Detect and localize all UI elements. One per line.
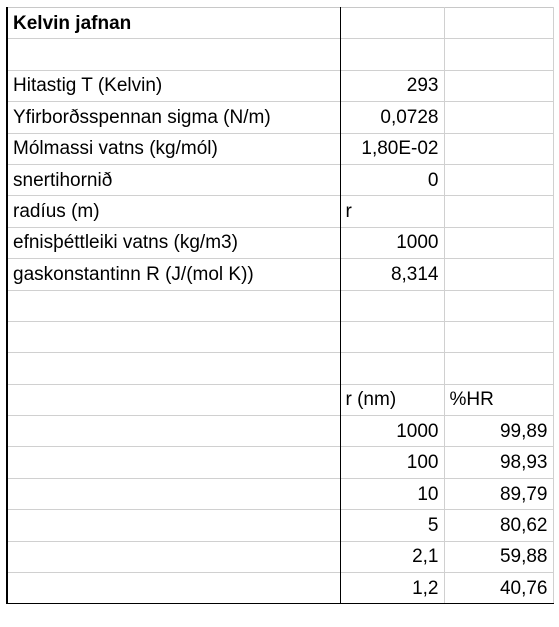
cell[interactable] bbox=[340, 6, 445, 39]
cell[interactable] bbox=[444, 163, 554, 196]
cell[interactable] bbox=[444, 6, 554, 39]
parameter-row-density: efnisþéttleiki vatns (kg/m3) 1000 bbox=[6, 226, 554, 259]
results-header-r[interactable]: r (nm) bbox=[340, 383, 445, 416]
spreadsheet: Kelvin jafnan Hitastig T (Kelvin) 293 Yf… bbox=[6, 6, 554, 618]
empty-row bbox=[6, 289, 554, 322]
cell[interactable] bbox=[340, 352, 445, 385]
sheet-title[interactable]: Kelvin jafnan bbox=[6, 6, 341, 39]
cell[interactable] bbox=[444, 258, 554, 291]
cell[interactable] bbox=[6, 572, 341, 605]
cell[interactable] bbox=[444, 320, 554, 353]
empty-row bbox=[6, 352, 554, 385]
cell[interactable] bbox=[340, 38, 445, 71]
cell[interactable] bbox=[444, 69, 554, 102]
parameter-value[interactable]: 293 bbox=[340, 69, 445, 102]
parameter-label[interactable]: efnisþéttleiki vatns (kg/m3) bbox=[6, 226, 341, 259]
result-r[interactable]: 2,1 bbox=[340, 540, 445, 573]
result-r[interactable]: 1,2 bbox=[340, 572, 445, 605]
table-row: 100 98,93 bbox=[6, 446, 554, 479]
cell[interactable] bbox=[6, 383, 341, 416]
parameter-label[interactable]: snertihornið bbox=[6, 163, 341, 196]
result-hr[interactable]: 99,89 bbox=[444, 415, 554, 447]
parameter-row-gas-constant: gaskonstantinn R (J/(mol K)) 8,314 bbox=[6, 258, 554, 291]
empty-row bbox=[6, 320, 554, 353]
parameter-row-surface-tension: Yfirborðsspennan sigma (N/m) 0,0728 bbox=[6, 101, 554, 134]
result-hr[interactable]: 59,88 bbox=[444, 540, 554, 573]
parameter-label[interactable]: gaskonstantinn R (J/(mol K)) bbox=[6, 258, 341, 291]
parameter-value[interactable]: 8,314 bbox=[340, 258, 445, 291]
parameter-label[interactable]: radíus (m) bbox=[6, 195, 341, 228]
parameter-value[interactable]: 1,80E-02 bbox=[340, 132, 445, 165]
parameter-row-molar-mass: Mólmassi vatns (kg/mól) 1,80E-02 bbox=[6, 132, 554, 165]
parameter-value[interactable]: 1000 bbox=[340, 226, 445, 259]
result-hr[interactable]: 89,79 bbox=[444, 477, 554, 510]
parameter-label[interactable]: Hitastig T (Kelvin) bbox=[6, 69, 341, 102]
table-row: 10 89,79 bbox=[6, 477, 554, 510]
cell[interactable] bbox=[444, 352, 554, 385]
cell[interactable] bbox=[340, 320, 445, 353]
cell[interactable] bbox=[444, 226, 554, 259]
parameter-label[interactable]: Mólmassi vatns (kg/mól) bbox=[6, 132, 341, 165]
result-r[interactable]: 1000 bbox=[340, 415, 445, 447]
result-r[interactable]: 100 bbox=[340, 446, 445, 479]
table-row: 1000 99,89 bbox=[6, 415, 554, 447]
results-header-hr[interactable]: %HR bbox=[444, 383, 554, 416]
cell[interactable] bbox=[6, 446, 341, 479]
cell[interactable] bbox=[444, 38, 554, 71]
cell[interactable] bbox=[340, 289, 445, 322]
title-row: Kelvin jafnan bbox=[6, 6, 554, 39]
cell[interactable] bbox=[6, 320, 341, 353]
parameter-label[interactable]: Yfirborðsspennan sigma (N/m) bbox=[6, 101, 341, 134]
result-hr[interactable]: 80,62 bbox=[444, 509, 554, 542]
table-row: 5 80,62 bbox=[6, 509, 554, 542]
result-hr[interactable]: 40,76 bbox=[444, 572, 554, 605]
cell[interactable] bbox=[6, 289, 341, 322]
result-hr[interactable]: 98,93 bbox=[444, 446, 554, 479]
cell[interactable] bbox=[6, 477, 341, 510]
cell[interactable] bbox=[444, 101, 554, 134]
table-row: 2,1 59,88 bbox=[6, 540, 554, 573]
table-row: 1,2 40,76 bbox=[6, 572, 554, 605]
parameter-row-contact-angle: snertihornið 0 bbox=[6, 163, 554, 196]
cell[interactable] bbox=[6, 415, 341, 447]
parameter-row-temperature: Hitastig T (Kelvin) 293 bbox=[6, 69, 554, 102]
cell[interactable] bbox=[6, 352, 341, 385]
parameter-row-radius: radíus (m) r bbox=[6, 195, 554, 228]
spreadsheet-grid: Kelvin jafnan Hitastig T (Kelvin) 293 Yf… bbox=[6, 6, 554, 605]
result-r[interactable]: 5 bbox=[340, 509, 445, 542]
cell[interactable] bbox=[6, 38, 341, 71]
result-r[interactable]: 10 bbox=[340, 477, 445, 510]
cell[interactable] bbox=[444, 195, 554, 228]
results-header-row: r (nm) %HR bbox=[6, 383, 554, 416]
parameter-value[interactable]: 0,0728 bbox=[340, 101, 445, 134]
cell[interactable] bbox=[6, 540, 341, 573]
parameter-value[interactable]: 0 bbox=[340, 163, 445, 196]
cell[interactable] bbox=[444, 132, 554, 165]
cell[interactable] bbox=[6, 509, 341, 542]
cell[interactable] bbox=[444, 289, 554, 322]
parameter-value[interactable]: r bbox=[340, 195, 445, 228]
empty-row bbox=[6, 38, 554, 71]
